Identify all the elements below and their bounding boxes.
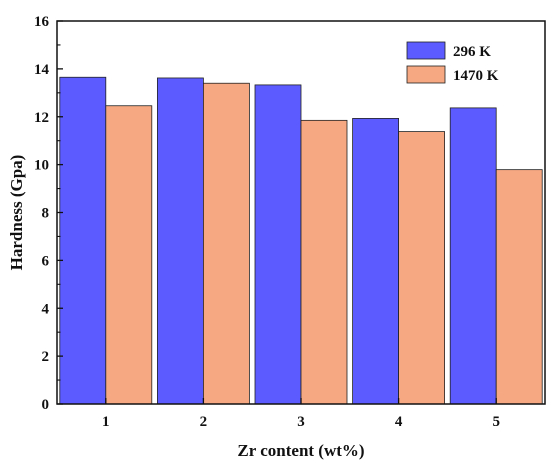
- y-tick-label: 6: [42, 253, 50, 269]
- y-tick-label: 16: [34, 14, 50, 30]
- bar-series1-cat4: [352, 118, 400, 405]
- y-tick-label: 4: [42, 301, 50, 317]
- bar-series1-cat3: [254, 84, 302, 405]
- y-tick-label: 0: [42, 397, 50, 413]
- bar-series2-cat5: [495, 169, 543, 405]
- y-tick-label: 10: [34, 158, 49, 174]
- bar-series1-cat2: [156, 77, 204, 405]
- bar-series2-cat3: [300, 119, 348, 405]
- y-tick-label: 12: [34, 110, 49, 126]
- bar-series2-cat4: [398, 131, 446, 405]
- bar-series1-cat5: [449, 107, 497, 405]
- bar-series2-cat2: [202, 82, 250, 405]
- legend: 296 K 1470 K: [406, 41, 499, 84]
- x-tick-label: 5: [492, 414, 500, 430]
- x-tick-label: 2: [200, 414, 208, 430]
- legend-swatch-series1: [406, 41, 446, 60]
- x-tick-label: 4: [395, 414, 403, 430]
- bars-layer: [59, 76, 543, 405]
- legend-swatch-series2: [406, 65, 446, 84]
- y-axis-title: Hardness (Gpa): [7, 155, 26, 271]
- y-tick-label: 8: [42, 206, 50, 222]
- x-axis-title: Zr content (wt%): [237, 441, 364, 460]
- legend-label-series1: 296 K: [453, 44, 491, 60]
- x-tick-label: 3: [297, 414, 305, 430]
- bar-series1-cat1: [59, 76, 107, 405]
- legend-label-series2: 1470 K: [453, 68, 499, 84]
- bar-series2-cat1: [105, 105, 153, 405]
- x-tick-label: 1: [102, 414, 110, 430]
- y-tick-label: 2: [42, 349, 50, 365]
- y-tick-label: 14: [34, 62, 50, 78]
